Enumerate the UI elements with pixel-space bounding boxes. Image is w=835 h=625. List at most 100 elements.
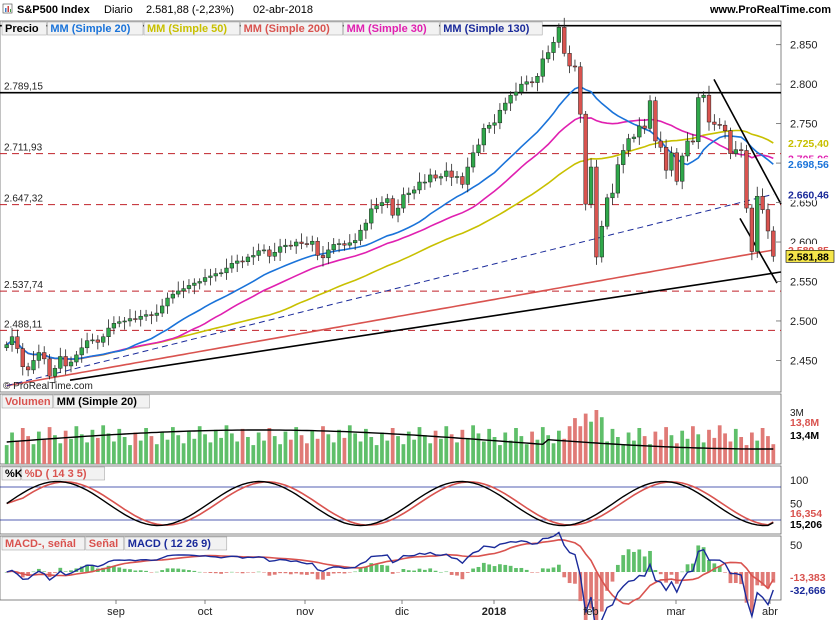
macd-histogram-bar bbox=[246, 572, 250, 573]
volume-bar bbox=[653, 431, 658, 464]
upper-wedge-trendline bbox=[713, 79, 782, 205]
volume-bar bbox=[74, 426, 79, 464]
volume-bar bbox=[315, 438, 320, 464]
volume-bar bbox=[658, 439, 663, 464]
macd-histogram-bar bbox=[144, 570, 148, 572]
macd-histogram-bar bbox=[219, 572, 224, 574]
macd-histogram-bar bbox=[449, 572, 454, 575]
volume-bar bbox=[160, 431, 165, 464]
candle-body bbox=[353, 240, 358, 244]
volume-legend-item[interactable]: MM (Simple 20) bbox=[57, 396, 137, 408]
macd-histogram-bar bbox=[251, 572, 256, 573]
candle-body bbox=[256, 250, 261, 256]
candle-body bbox=[771, 230, 776, 257]
price-legend-box[interactable] bbox=[439, 21, 543, 36]
x-axis-label: dic bbox=[395, 606, 410, 618]
macd-histogram-bar bbox=[149, 572, 154, 573]
candle-body bbox=[610, 192, 615, 199]
price-legend-item[interactable]: MM (Simple 200) bbox=[244, 23, 331, 35]
macd-histogram-bar bbox=[138, 570, 143, 572]
macd-histogram-bar bbox=[728, 572, 733, 584]
macd-legend-item[interactable]: MACD ( 12 26 9) bbox=[128, 538, 211, 550]
candle-body bbox=[712, 121, 717, 125]
volume-bar bbox=[669, 435, 674, 464]
macd-histogram-bar bbox=[267, 572, 272, 576]
macd-histogram-bar bbox=[358, 567, 363, 572]
volume-bar bbox=[15, 440, 20, 464]
price-legend-item[interactable]: Precio bbox=[5, 23, 39, 35]
macd-axis-label: 50 bbox=[790, 540, 802, 552]
price-legend-item[interactable]: MM (Simple 30) bbox=[347, 23, 427, 35]
price-tag-box bbox=[786, 137, 834, 150]
macd-histogram-bar bbox=[294, 572, 299, 574]
volume-bar bbox=[508, 440, 513, 464]
level-label: 2.789,15 bbox=[4, 82, 43, 93]
candle-body bbox=[272, 252, 277, 257]
volume-bar bbox=[498, 445, 502, 464]
macd-histogram-bar bbox=[390, 572, 395, 574]
bar-chart-icon-bar bbox=[10, 9, 11, 12]
stoch-legend-box[interactable] bbox=[1, 466, 22, 481]
macd-histogram-bar bbox=[723, 572, 727, 573]
macd-legend-box[interactable] bbox=[124, 536, 228, 551]
candle-body bbox=[218, 272, 224, 275]
macd-legend-item[interactable]: Señal bbox=[89, 538, 118, 550]
volume-bar bbox=[283, 431, 288, 464]
volume-bar bbox=[165, 439, 170, 464]
price-legend-item[interactable]: MM (Simple 130) bbox=[443, 23, 530, 35]
price-panel[interactable] bbox=[0, 20, 782, 393]
volume-bar bbox=[583, 413, 588, 464]
macd-histogram-bar bbox=[444, 571, 449, 573]
x-axis-label: feb bbox=[583, 606, 598, 618]
price-tag-box bbox=[786, 188, 834, 201]
macd-histogram-bar bbox=[766, 572, 770, 589]
volume-bar bbox=[717, 425, 722, 464]
macd-legend-box[interactable] bbox=[1, 536, 86, 551]
macd-legend-item[interactable]: MACD-, señal bbox=[5, 538, 76, 550]
volume-legend-box[interactable] bbox=[53, 394, 150, 409]
volume-bar bbox=[696, 434, 701, 464]
volume-bar bbox=[229, 433, 234, 464]
stochastic-panel[interactable] bbox=[0, 465, 782, 535]
macd-histogram-bar bbox=[197, 571, 202, 573]
macd-legend-box[interactable] bbox=[85, 536, 125, 551]
macd-histogram-bar bbox=[771, 572, 776, 583]
candle-body bbox=[401, 194, 406, 209]
volume-bar bbox=[288, 439, 293, 464]
stoch-legend-item[interactable]: %D ( 14 3 5) bbox=[25, 468, 87, 480]
macd-histogram-bar bbox=[326, 572, 331, 576]
macd-histogram-bar bbox=[733, 572, 738, 584]
volume-bar bbox=[530, 431, 534, 464]
candle-body bbox=[739, 149, 744, 151]
volume-bar bbox=[106, 433, 111, 464]
candle-body bbox=[170, 293, 176, 299]
candle-body bbox=[106, 327, 111, 337]
source-site[interactable]: www.ProRealTime.com bbox=[709, 4, 831, 16]
volume-legend-box[interactable] bbox=[1, 394, 54, 409]
macd-histogram-bar bbox=[492, 566, 497, 572]
volume-bar bbox=[674, 443, 679, 464]
volume-legend-item[interactable]: Volumen bbox=[5, 396, 51, 408]
price-legend-box[interactable] bbox=[1, 21, 47, 36]
price-legend-box[interactable] bbox=[343, 21, 440, 36]
volume-bar bbox=[133, 432, 138, 464]
macd-histogram-bar bbox=[530, 572, 534, 573]
price-legend-box[interactable] bbox=[47, 21, 144, 36]
candle-body bbox=[706, 94, 712, 123]
volume-bar bbox=[551, 443, 556, 464]
price-legend-item[interactable]: MM (Simple 50) bbox=[147, 23, 227, 35]
candle-body bbox=[567, 53, 572, 67]
price-legend-box[interactable] bbox=[143, 21, 240, 36]
macd-histogram-bar bbox=[101, 567, 106, 572]
price-legend-box[interactable] bbox=[240, 21, 343, 36]
volume-bar bbox=[476, 433, 481, 464]
stoch-legend-item[interactable]: %K bbox=[5, 468, 23, 480]
candle-body bbox=[138, 315, 143, 320]
stoch-legend-box[interactable] bbox=[21, 466, 105, 481]
candle-body bbox=[363, 222, 369, 231]
macd-histogram-bar bbox=[551, 567, 556, 572]
candle-body bbox=[154, 312, 159, 316]
volume-bar bbox=[396, 436, 400, 464]
macd-histogram-bar bbox=[160, 570, 165, 572]
price-legend-item[interactable]: MM (Simple 20) bbox=[50, 23, 130, 35]
